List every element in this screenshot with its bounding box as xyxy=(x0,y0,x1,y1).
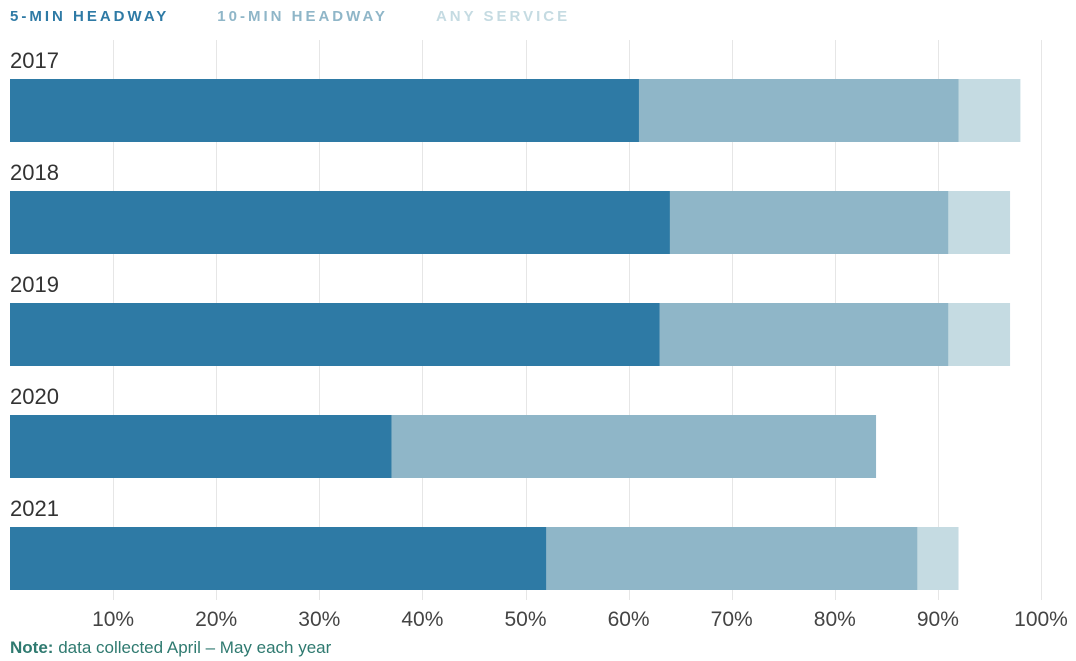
category-labels: 2017 2018 2019 2020 2021 xyxy=(10,48,59,521)
category-label: 2018 xyxy=(10,160,59,185)
x-tick-label: 100% xyxy=(1014,608,1068,631)
x-tick-label: 60% xyxy=(608,608,650,631)
x-tick-label: 70% xyxy=(711,608,753,631)
legend-item-any-service: ANY SERVICE xyxy=(435,8,571,25)
x-tick-label: 80% xyxy=(814,608,856,631)
chart-note: Note: data collected April – May each ye… xyxy=(10,638,331,658)
bar-5min-headway xyxy=(10,415,392,478)
x-tick-label: 90% xyxy=(917,608,959,631)
bar-5min-headway xyxy=(10,527,547,590)
x-tick-label: 10% xyxy=(92,608,134,631)
category-label: 2019 xyxy=(10,272,59,297)
category-label: 2021 xyxy=(10,496,59,521)
legend-item-5min: 5-MIN HEADWAY xyxy=(10,8,170,25)
x-tick-label: 20% xyxy=(195,608,237,631)
note-text: data collected April – May each year xyxy=(58,638,332,657)
note-label: Note: xyxy=(10,638,54,657)
bars xyxy=(10,79,1021,590)
bar-5min-headway xyxy=(10,303,660,366)
bar-5min-headway xyxy=(10,191,670,254)
x-axis-ticks: 10% 20% 30% 40% 50% 60% 70% 80% 90% 100% xyxy=(92,608,1068,631)
category-label: 2017 xyxy=(10,48,59,73)
x-tick-label: 50% xyxy=(504,608,546,631)
category-label: 2020 xyxy=(10,384,59,409)
bar-5min-headway xyxy=(10,79,639,142)
x-tick-label: 30% xyxy=(298,608,340,631)
legend-item-10min: 10-MIN HEADWAY xyxy=(217,8,388,25)
x-tick-label: 40% xyxy=(401,608,443,631)
chart-legend: 5-MIN HEADWAY 10-MIN HEADWAY ANY SERVICE xyxy=(10,8,570,28)
